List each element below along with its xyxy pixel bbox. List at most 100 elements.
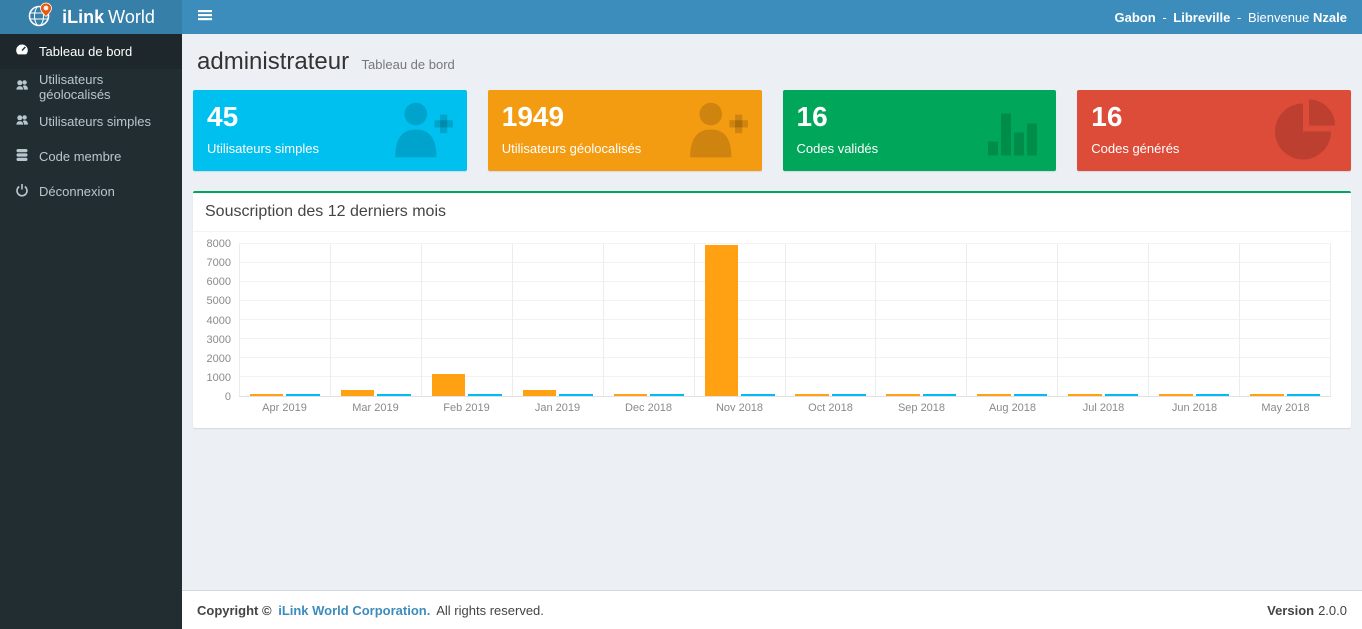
gridline — [239, 243, 1331, 244]
orange-series-bar — [431, 374, 466, 396]
y-tick-label: 3000 — [206, 333, 231, 346]
blue-series-bar — [650, 393, 684, 396]
x-tick-label: Mar 2019 — [352, 402, 399, 414]
card-value: 16 — [1091, 101, 1123, 132]
users-icon — [15, 78, 29, 95]
chart-category-cell — [422, 244, 513, 396]
brand-name-light: World — [108, 6, 155, 27]
sidebar-item-tableau-de-bord[interactable]: Tableau de bord — [0, 34, 182, 69]
subscription-chart: 0 1000 2000 3000 4000 5000 6000 7000 8000 Apr 20… — [193, 232, 1351, 428]
blue-series-bar — [831, 393, 866, 396]
database-icon — [15, 148, 29, 165]
sidebar-item-deconnexion[interactable]: Déconnexion — [0, 174, 182, 209]
blue-series-bar — [1104, 393, 1139, 396]
y-tick-label: 0 — [224, 391, 231, 403]
user-country: Gabon — [1114, 9, 1156, 25]
card-label: Utilisateurs géolocalisés — [501, 141, 642, 157]
chart-category-cell — [1058, 244, 1150, 396]
blue-series-bar — [922, 393, 957, 396]
blue-series-bar — [741, 393, 775, 396]
sidebar-item-label: Code membre — [39, 149, 122, 164]
hamburger-icon — [198, 8, 212, 27]
card-value: 1949 — [501, 101, 565, 132]
orange-series-bar — [795, 393, 829, 396]
sidebar-item-label: Utilisateurs géolocalisés — [39, 71, 111, 102]
user-city: Libreville — [1173, 9, 1231, 25]
version-label: Version — [1267, 602, 1315, 618]
x-tick-label: Aug 2018 — [988, 402, 1037, 414]
orange-series-bar — [1159, 393, 1193, 396]
users-icon — [15, 113, 29, 130]
separator: - — [1162, 9, 1167, 25]
greeting-text: Bienvenue — [1247, 9, 1310, 25]
x-tick-label: Nov 2018 — [715, 402, 764, 414]
card-utilisateurs-geolocalises: 1949 Utilisateurs géolocalisés — [487, 90, 762, 171]
panel-title: Souscription des 12 derniers mois — [193, 193, 1351, 232]
stat-cards-row: 45 Utilisateurs simples 1949 Utilisateur… — [193, 90, 1351, 171]
orange-series-bar — [522, 389, 557, 396]
x-tick-label: Feb 2019 — [443, 402, 490, 414]
card-label: Codes validés — [796, 141, 879, 157]
globe-pin-icon — [27, 2, 53, 33]
sidebar-item-code-membre[interactable]: Code membre — [0, 139, 182, 174]
pie-chart-icon — [1275, 97, 1339, 164]
x-tick-label: Apr 2019 — [262, 402, 307, 414]
version-text: Version 2.0.0 — [1267, 603, 1347, 618]
card-utilisateurs-simples: 45 Utilisateurs simples — [193, 90, 467, 171]
card-value: 16 — [796, 101, 828, 132]
main-content: administrateur Tableau de bord 45 Utilis… — [182, 34, 1362, 590]
orange-series-bar — [977, 393, 1011, 396]
page-header: administrateur Tableau de bord — [197, 48, 1347, 76]
subscription-panel: Souscription des 12 derniers mois 0 1000 2… — [193, 191, 1351, 428]
blue-series-bar — [1195, 393, 1230, 396]
separator: - — [1236, 9, 1242, 25]
chart-category-cell — [1149, 244, 1241, 396]
sidebar-toggle-button[interactable] — [182, 0, 228, 34]
sidebar-item-utilisateurs-simples[interactable]: Utilisateurs simples — [0, 104, 182, 139]
blue-series-bar — [377, 393, 411, 396]
bar-chart-icon — [982, 99, 1044, 162]
content-wrapper: administrateur Tableau de bord 45 Utilis… — [182, 34, 1362, 629]
sidebar-item-label: Tableau de bord — [39, 44, 133, 59]
sidebar-item-utilisateurs-geolocalises[interactable]: Utilisateurs géolocalisés — [0, 69, 182, 104]
x-tick-label: Sep 2018 — [897, 402, 946, 414]
user-name: Nzale — [1313, 9, 1347, 25]
orange-series-bar — [1250, 393, 1284, 396]
chart-category-cell — [786, 244, 877, 396]
y-tick-label: 2000 — [206, 352, 231, 365]
orange-series-bar — [1068, 393, 1102, 396]
x-tick-label: May 2018 — [1261, 402, 1310, 414]
orange-series-bar — [613, 393, 648, 396]
y-tick-label: 7000 — [206, 257, 231, 270]
blue-series-bar — [286, 393, 321, 396]
page-subtitle: Tableau de bord — [361, 57, 455, 72]
y-tick-label: 5000 — [206, 295, 231, 308]
chart-y-axis: 0 1000 2000 3000 4000 5000 6000 7000 8000 — [203, 238, 239, 403]
chart-category-cell — [240, 244, 331, 396]
card-codes-generes: 16 Codes générés — [1077, 90, 1351, 171]
footer: Copyright © iLink World Corporation. All… — [182, 590, 1362, 629]
brand-logo[interactable]: iLink World — [0, 0, 182, 34]
blue-series-bar — [1286, 393, 1321, 396]
orange-series-bar — [886, 393, 920, 396]
chart-category-cell — [967, 244, 1059, 396]
x-tick-label: Jul 2018 — [1082, 402, 1125, 414]
page-title: administrateur — [197, 48, 350, 75]
chart-category-cell — [876, 244, 968, 396]
x-tick-label: Oct 2018 — [808, 402, 853, 414]
card-label: Utilisateurs simples — [207, 141, 319, 157]
y-tick-label: 1000 — [206, 371, 231, 384]
y-tick-label: 6000 — [206, 276, 231, 289]
orange-series-bar — [340, 389, 375, 396]
orange-series-bar — [704, 244, 739, 396]
chart-category-cell — [695, 244, 786, 396]
copyright-text: Copyright © iLink World Corporation. All… — [197, 603, 544, 618]
rights-text: All rights reserved. — [436, 602, 544, 618]
orange-series-bar — [249, 393, 284, 396]
blue-series-bar — [1013, 393, 1048, 396]
sidebar: Tableau de bord Utilisateurs géolocalisé… — [0, 34, 182, 629]
blue-series-bar — [559, 393, 593, 396]
company-link[interactable]: iLink World Corporation. — [278, 602, 431, 618]
blue-series-bar — [468, 393, 502, 396]
card-value: 45 — [207, 101, 239, 132]
